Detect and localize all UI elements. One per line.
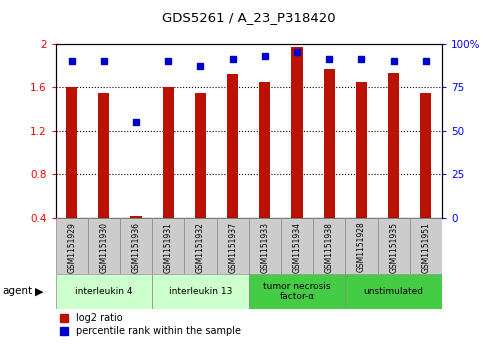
Bar <box>291 47 303 218</box>
Text: GSM1151937: GSM1151937 <box>228 222 237 273</box>
Bar <box>88 218 120 274</box>
Bar <box>195 93 206 218</box>
Text: ▶: ▶ <box>35 286 44 296</box>
Text: GSM1151931: GSM1151931 <box>164 222 173 273</box>
Bar <box>56 218 88 274</box>
Bar <box>345 274 442 309</box>
Text: GSM1151935: GSM1151935 <box>389 222 398 273</box>
Text: GSM1151932: GSM1151932 <box>196 222 205 273</box>
Bar <box>130 216 142 218</box>
Text: GSM1151928: GSM1151928 <box>357 222 366 273</box>
Bar <box>152 274 249 309</box>
Bar <box>345 218 378 274</box>
Text: GSM1151951: GSM1151951 <box>421 222 430 273</box>
Text: interleukin 13: interleukin 13 <box>169 287 232 296</box>
Bar <box>216 218 249 274</box>
Bar <box>378 218 410 274</box>
Bar <box>66 87 77 218</box>
Bar <box>227 74 238 218</box>
Text: GSM1151933: GSM1151933 <box>260 222 270 273</box>
Bar <box>249 218 281 274</box>
Bar <box>259 82 270 218</box>
Bar <box>120 218 152 274</box>
Bar <box>163 87 174 218</box>
Bar <box>420 93 431 218</box>
Bar <box>56 274 152 309</box>
Bar <box>152 218 185 274</box>
Bar <box>249 274 345 309</box>
Text: GDS5261 / A_23_P318420: GDS5261 / A_23_P318420 <box>162 11 336 24</box>
Bar <box>313 218 345 274</box>
Legend: log2 ratio, percentile rank within the sample: log2 ratio, percentile rank within the s… <box>60 313 241 337</box>
Text: unstimulated: unstimulated <box>364 287 424 296</box>
Bar <box>356 82 367 218</box>
Text: tumor necrosis
factor-α: tumor necrosis factor-α <box>263 282 331 301</box>
Text: GSM1151930: GSM1151930 <box>99 222 108 273</box>
Bar <box>281 218 313 274</box>
Text: agent: agent <box>2 286 32 296</box>
Bar <box>185 218 216 274</box>
Bar <box>388 73 399 218</box>
Text: interleukin 4: interleukin 4 <box>75 287 133 296</box>
Text: GSM1151936: GSM1151936 <box>131 222 141 273</box>
Bar <box>324 69 335 218</box>
Bar <box>410 218 442 274</box>
Text: GSM1151938: GSM1151938 <box>325 222 334 273</box>
Bar <box>98 93 110 218</box>
Text: GSM1151929: GSM1151929 <box>67 222 76 273</box>
Text: GSM1151934: GSM1151934 <box>293 222 301 273</box>
